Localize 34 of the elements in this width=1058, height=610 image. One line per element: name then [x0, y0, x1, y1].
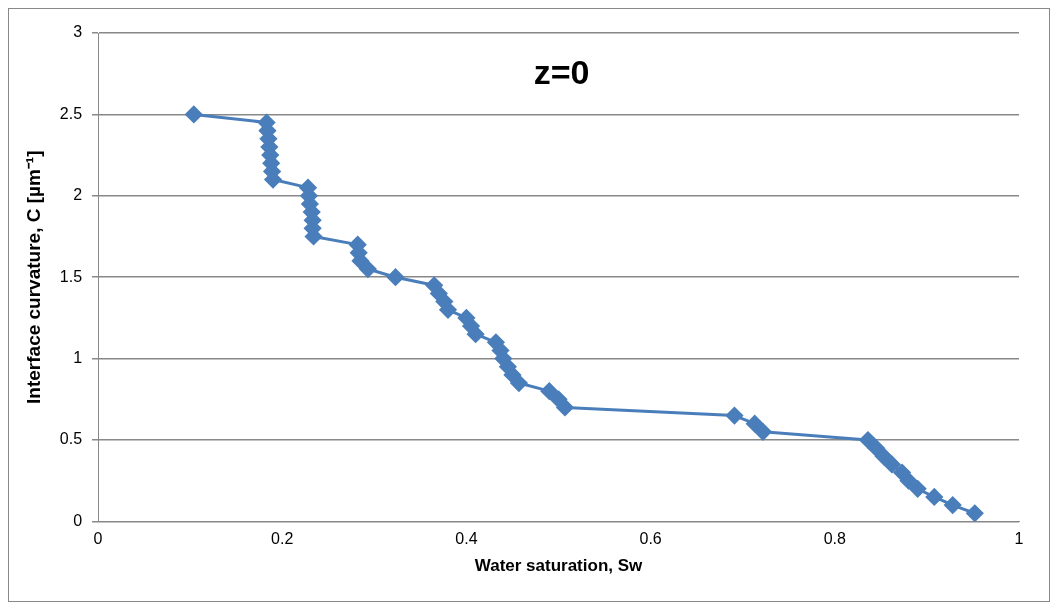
y-axis-title: Interface curvature, C [µm⁻¹]: [22, 150, 44, 404]
point: [387, 268, 405, 286]
point: [725, 407, 743, 425]
point: [944, 496, 962, 514]
y-tick-label: 2.5: [59, 104, 83, 122]
point: [859, 431, 877, 449]
point: [540, 382, 558, 400]
y-tick-label: 0.5: [59, 430, 83, 448]
x-tick-label: 0.4: [455, 530, 478, 548]
x-tick-label: 1: [1014, 530, 1024, 548]
y-tick-label: 1: [73, 349, 83, 367]
point: [467, 325, 485, 343]
x-axis-title: Water saturation, Sw: [474, 556, 644, 576]
y-tick-label: 3: [73, 23, 83, 41]
x-tick-label: 0.6: [639, 530, 662, 548]
point: [899, 472, 917, 490]
point: [185, 105, 203, 123]
point: [510, 374, 528, 392]
point: [754, 423, 772, 441]
text: z=0: [533, 53, 590, 92]
y-tick-label: 1.5: [59, 267, 83, 285]
point: [556, 398, 574, 416]
point: [883, 455, 901, 473]
point: [966, 504, 984, 522]
point: [746, 415, 764, 433]
x-tick-label: 0: [93, 530, 103, 548]
point: [909, 480, 927, 498]
x-tick-label: 0.2: [271, 530, 294, 548]
y-tick-label: 0: [73, 511, 83, 529]
point: [875, 447, 893, 465]
x-tick-label: 0.8: [823, 530, 847, 548]
point: [359, 260, 377, 278]
point: [925, 488, 943, 506]
y-tick-label: 2: [73, 186, 83, 204]
